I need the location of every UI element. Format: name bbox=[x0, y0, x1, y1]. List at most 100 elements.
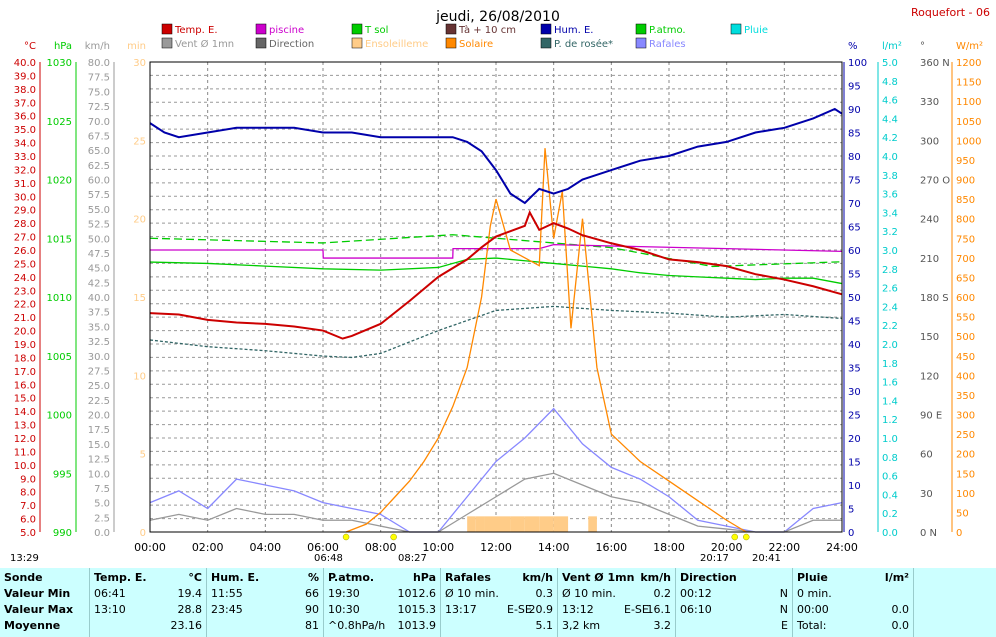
wind-tick-label: 22.5 bbox=[88, 396, 110, 407]
temp-tick-label: 17.0 bbox=[14, 367, 36, 378]
chart-axes: 5.0 6.0 7.0 8.0 9.0 10.0 11.0 12.0 13.0 14.0 15.0 1… bbox=[14, 41, 983, 554]
wind-tick-label: 17.5 bbox=[88, 425, 110, 436]
humidity-tick-label: 15 bbox=[848, 458, 861, 469]
minutes-tick-label: 20 bbox=[133, 215, 146, 226]
wind-tick-label: 25.0 bbox=[88, 381, 110, 392]
wind-tick-label: 65.0 bbox=[88, 146, 110, 157]
col-hum: Hum. E.% 11:55 66 23:45 90 81 bbox=[207, 568, 324, 637]
x-tick-label: 10:00 bbox=[422, 541, 454, 554]
legend-label: P. de rosée* bbox=[554, 38, 613, 50]
temp-max-time: 13:10 bbox=[94, 603, 126, 616]
series-hum-e- bbox=[149, 107, 843, 205]
col-title: Sonde bbox=[4, 571, 43, 584]
rain-tick-label: 3.8 bbox=[882, 171, 898, 182]
temp-tick-label: 23.0 bbox=[14, 286, 36, 297]
series-rafales bbox=[149, 407, 843, 533]
x-tick-label: 12:00 bbox=[480, 541, 512, 554]
rain-tick-label: 1.6 bbox=[882, 378, 898, 389]
legend-swatch bbox=[161, 23, 173, 35]
wind-tick-label: 45.0 bbox=[88, 264, 110, 275]
temp-avg: 23.16 bbox=[170, 619, 203, 632]
pluie-row2-val: 0.0 bbox=[891, 603, 910, 616]
legend-label: T sol bbox=[364, 25, 388, 36]
annotation-sunrise-2: 08:27 bbox=[398, 553, 427, 564]
humidity-tick-label: 55 bbox=[848, 270, 861, 281]
x-tick-label: 18:00 bbox=[653, 541, 685, 554]
rain-tick-label: 0.6 bbox=[882, 472, 898, 483]
hum-min: 66 bbox=[305, 587, 319, 600]
humidity-tick-label: 75 bbox=[848, 176, 861, 187]
col-title: Rafales bbox=[445, 571, 491, 584]
wind-tick-label: 5.0 bbox=[94, 499, 110, 510]
rain-tick-label: 4.8 bbox=[882, 77, 898, 88]
legend-label: Rafales bbox=[649, 39, 686, 50]
vent-max-dir: E-SE bbox=[624, 603, 649, 616]
rain-tick-label: 1.4 bbox=[882, 396, 898, 407]
rain-tick-label: 1.2 bbox=[882, 415, 898, 426]
legend-swatch bbox=[445, 37, 457, 49]
humidity-tick-label: 60 bbox=[848, 246, 861, 257]
x-tick-label: 00:00 bbox=[134, 541, 166, 554]
temp-tick-label: 26.0 bbox=[14, 246, 36, 257]
weather-chart: jeudi, 26/08/2010 Roquefort - 06 Temp. E… bbox=[10, 6, 990, 564]
wind-tick-label: 62.5 bbox=[88, 161, 110, 172]
temp-tick-label: 14.0 bbox=[14, 407, 36, 418]
legend-label: Hum. E. bbox=[554, 25, 593, 36]
plot-frame bbox=[149, 61, 843, 533]
dir-row2: N bbox=[779, 603, 788, 616]
solar-tick-label: 50 bbox=[956, 508, 969, 519]
temp-tick-label: 32.0 bbox=[14, 165, 36, 176]
wind-tick-label: 0.0 bbox=[94, 528, 110, 539]
x-tick-label: 22:00 bbox=[768, 541, 800, 554]
humidity-tick-label: 30 bbox=[848, 387, 861, 398]
patm-min-time: 19:30 bbox=[328, 587, 360, 600]
pluie-row2-time: 00:00 bbox=[797, 603, 829, 616]
rain-tick-label: 3.6 bbox=[882, 190, 898, 201]
chart-series bbox=[149, 107, 843, 533]
annotation-sunset-2: 20:41 bbox=[752, 553, 781, 564]
legend-swatch bbox=[351, 37, 363, 49]
chart-annotations: 13:29 06:48 08:27 20:17 20:41 bbox=[10, 533, 781, 564]
row-label-avg: Moyenne bbox=[4, 619, 61, 632]
humidity-axis-unit: % bbox=[848, 41, 858, 52]
solar-tick-label: 250 bbox=[956, 430, 975, 441]
rain-axis-unit: l/m² bbox=[882, 41, 902, 52]
solar-tick-label: 400 bbox=[956, 371, 975, 382]
ensoleillement-bar bbox=[539, 516, 554, 532]
rain-tick-label: 4.4 bbox=[882, 114, 898, 125]
wind-tick-label: 67.5 bbox=[88, 131, 110, 142]
legend-swatch bbox=[255, 37, 267, 49]
patm-trend: ^0.8hPa/h bbox=[328, 619, 386, 632]
ensoleillement-bar bbox=[553, 516, 569, 532]
solar-tick-label: 100 bbox=[956, 489, 975, 500]
col-title: Vent Ø 1mn bbox=[562, 571, 635, 584]
ensoleillement-bar bbox=[467, 516, 476, 532]
humidity-tick-label: 70 bbox=[848, 199, 861, 210]
temp-tick-label: 24.0 bbox=[14, 273, 36, 284]
solar-tick-label: 950 bbox=[956, 156, 975, 167]
humidity-tick-label: 90 bbox=[848, 105, 861, 116]
col-title: Pluie bbox=[797, 571, 828, 584]
solar-tick-label: 800 bbox=[956, 215, 975, 226]
wind-tick-label: 80.0 bbox=[88, 58, 110, 69]
temp-tick-label: 37.0 bbox=[14, 98, 36, 109]
temp-tick-label: 28.0 bbox=[14, 219, 36, 230]
humidity-tick-label: 40 bbox=[848, 340, 861, 351]
annotation-sunrise: 06:48 bbox=[314, 553, 343, 564]
rain-tick-label: 3.2 bbox=[882, 227, 898, 238]
temp-tick-label: 25.0 bbox=[14, 259, 36, 270]
legend-label: Vent Ø 1mn bbox=[175, 38, 234, 50]
temp-tick-label: 12.0 bbox=[14, 434, 36, 445]
col-direction: Direction 00:12 N 06:10 N E bbox=[676, 568, 793, 637]
wind-tick-label: 20.0 bbox=[88, 411, 110, 422]
wind-tick-label: 55.0 bbox=[88, 205, 110, 216]
col-unit: km/h bbox=[640, 571, 671, 584]
series-temp-e- bbox=[149, 209, 843, 340]
temp-tick-label: 31.0 bbox=[14, 179, 36, 190]
minutes-tick-label: 30 bbox=[133, 58, 146, 69]
temp-tick-label: 7.0 bbox=[20, 501, 36, 512]
patm-avg: 1013.9 bbox=[397, 619, 437, 632]
temp-tick-label: 22.0 bbox=[14, 300, 36, 311]
legend-label: piscine bbox=[269, 25, 304, 36]
wind-tick-label: 2.5 bbox=[94, 513, 110, 524]
